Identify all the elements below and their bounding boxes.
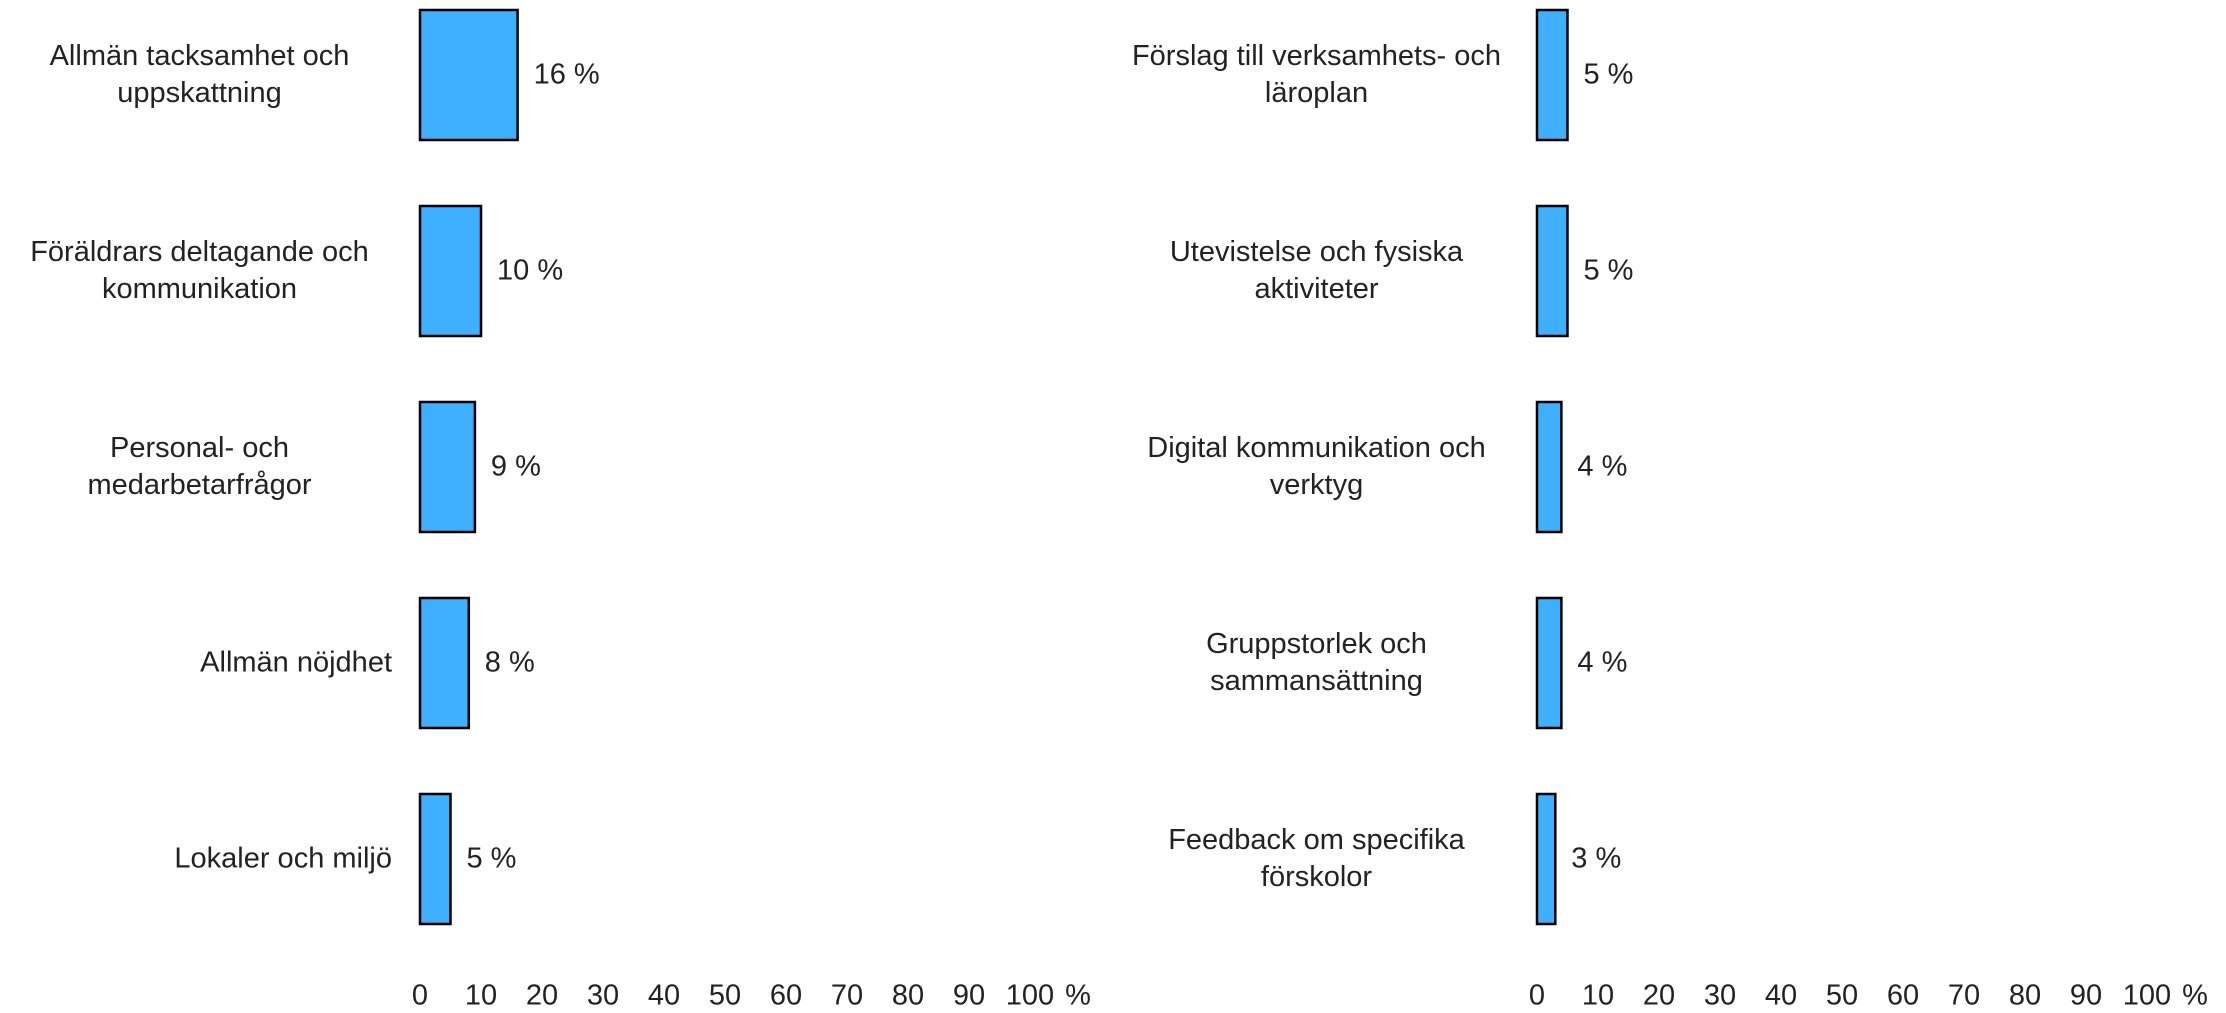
category-text: Gruppstorlek och sammansättning (1206, 628, 1427, 697)
category-text: Föräldrars deltagande och kommunikation (30, 236, 369, 305)
category-label: Lokaler och miljö (0, 841, 392, 878)
x-tick-label: 0 (1528, 979, 1546, 1012)
x-tick-label: 0 (411, 979, 429, 1012)
bar (1535, 204, 1569, 338)
x-tick-label: 20 (1642, 979, 1676, 1012)
category-text: Allmän nöjdhet (200, 646, 392, 679)
x-tick-label: 70 (830, 979, 864, 1012)
x-tick-label: 60 (769, 979, 803, 1012)
x-tick-label: 100 (2122, 979, 2172, 1012)
x-tick-label: 90 (2069, 979, 2103, 1012)
x-tick-label: 50 (1825, 979, 1859, 1012)
value-label: 9 % (490, 450, 541, 483)
bar (418, 8, 519, 142)
category-label: Föräldrars deltagande och kommunikation (0, 234, 392, 308)
category-text: Digital kommunikation och verktyg (1147, 432, 1486, 501)
x-tick-label: 70 (1947, 979, 1981, 1012)
x-tick-label: 80 (2008, 979, 2042, 1012)
x-axis-label: % (1065, 979, 1091, 1012)
x-tick-label: 40 (1764, 979, 1798, 1012)
category-label: Utevistelse och fysiska aktiviteter (1089, 234, 1509, 308)
bar (418, 400, 477, 534)
bar (1535, 400, 1563, 534)
category-text: Förslag till verksamhets- och läroplan (1131, 40, 1502, 109)
category-label: Feedback om specifika förskolor (1089, 822, 1509, 896)
category-label: Gruppstorlek och sammansättning (1089, 626, 1509, 700)
category-label: Allmän tacksamhet och uppskattning (0, 38, 392, 112)
category-text: Feedback om specifika förskolor (1168, 824, 1465, 893)
x-tick-label: 100 (1005, 979, 1055, 1012)
value-label: 16 % (533, 58, 600, 91)
value-label: 4 % (1577, 646, 1628, 679)
bar (418, 596, 471, 730)
category-label: Förslag till verksamhets- och läroplan (1089, 38, 1509, 112)
category-text: Lokaler och miljö (174, 842, 392, 875)
x-tick-label: 50 (708, 979, 742, 1012)
bar (1535, 792, 1557, 926)
x-tick-label: 40 (647, 979, 681, 1012)
x-tick-label: 20 (525, 979, 559, 1012)
value-label: 5 % (1583, 58, 1634, 91)
x-tick-label: 10 (464, 979, 498, 1012)
category-text: Personal- och medarbetarfrågor (87, 432, 312, 501)
bar (418, 204, 483, 338)
x-axis-label: % (2182, 979, 2208, 1012)
value-label: 8 % (484, 646, 535, 679)
category-label: Digital kommunikation och verktyg (1089, 430, 1509, 504)
category-label: Personal- och medarbetarfrågor (0, 430, 392, 504)
x-tick-label: 60 (1886, 979, 1920, 1012)
category-text: Allmän tacksamhet och uppskattning (49, 40, 350, 109)
value-label: 3 % (1571, 842, 1622, 875)
value-label: 10 % (497, 254, 564, 287)
bar (418, 792, 452, 926)
value-label: 4 % (1577, 450, 1628, 483)
x-tick-label: 80 (891, 979, 925, 1012)
category-text: Utevistelse och fysiska aktiviteter (1169, 236, 1464, 305)
bar (1535, 8, 1569, 142)
value-label: 5 % (466, 842, 517, 875)
x-tick-label: 30 (586, 979, 620, 1012)
x-tick-label: 30 (1703, 979, 1737, 1012)
x-tick-label: 10 (1581, 979, 1615, 1012)
x-tick-label: 90 (952, 979, 986, 1012)
category-label: Allmän nöjdhet (0, 645, 392, 682)
value-label: 5 % (1583, 254, 1634, 287)
bar (1535, 596, 1563, 730)
